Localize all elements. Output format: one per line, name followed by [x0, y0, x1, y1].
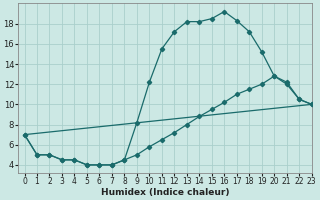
- X-axis label: Humidex (Indice chaleur): Humidex (Indice chaleur): [101, 188, 229, 197]
